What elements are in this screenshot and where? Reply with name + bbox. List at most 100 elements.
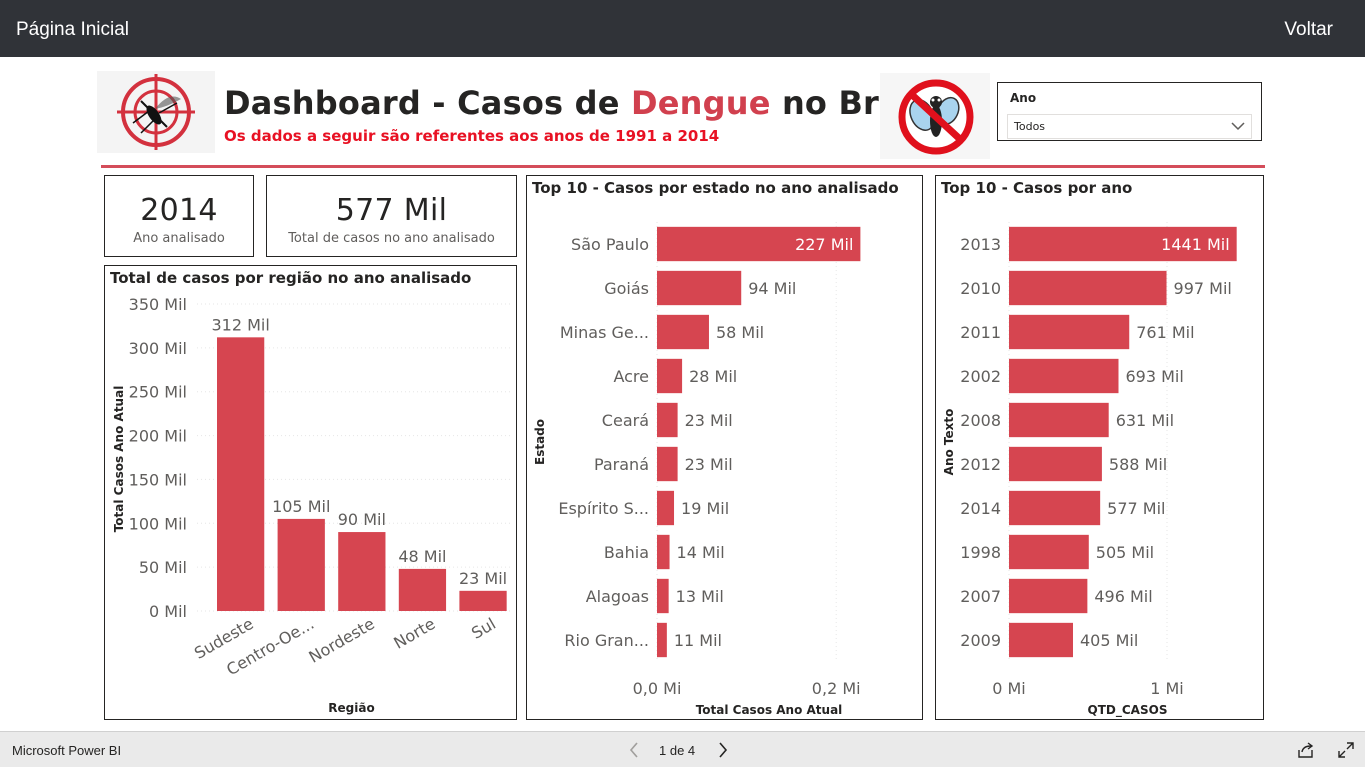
y-tick-label: 100 Mil xyxy=(129,514,187,533)
bar xyxy=(657,358,683,394)
years-chart-title: Top 10 - Casos por ano xyxy=(941,179,1133,197)
bar xyxy=(657,534,670,570)
bar xyxy=(1009,402,1109,438)
x-axis-title: Total Casos Ano Atual xyxy=(696,703,843,717)
data-label: 19 Mil xyxy=(681,499,729,518)
kpi-card-year: 2014 Ano analisado xyxy=(104,175,254,257)
top-bar: Página Inicial Voltar xyxy=(0,0,1365,57)
data-label: 631 Mil xyxy=(1116,411,1174,430)
bar xyxy=(1009,446,1102,482)
years-bar-chart: 0 Mi 1 Mi 2013 1441 Mil 2010 997 Mil 2011 761 M… xyxy=(942,222,1237,718)
y-tick-label: 150 Mil xyxy=(129,470,187,489)
bar xyxy=(1009,622,1073,658)
y-axis-title: Estado xyxy=(533,419,547,465)
data-label: 761 Mil xyxy=(1136,323,1194,342)
x-tick-label: 1 Mi xyxy=(1150,679,1184,698)
y-axis-title: Total Casos Ano Atual xyxy=(112,386,126,533)
page-subtitle: Os dados a seguir são referentes aos ano… xyxy=(224,127,720,145)
years-chart-panel: Top 10 - Casos por ano 0 Mi 1 Mi 2013 1441 … xyxy=(935,175,1264,720)
bar xyxy=(459,590,507,611)
y-tick-label: 200 Mil xyxy=(129,427,187,446)
bar xyxy=(657,490,675,526)
bar xyxy=(1009,314,1130,350)
x-tick-label: 0 Mi xyxy=(992,679,1026,698)
data-label: 227 Mil xyxy=(795,235,853,254)
header-divider xyxy=(101,165,1265,168)
data-label: 23 Mil xyxy=(685,411,733,430)
bar xyxy=(657,578,669,614)
y-tick-label: 0 Mil xyxy=(149,602,187,621)
x-axis-title: Região xyxy=(328,701,374,715)
states-chart-panel: Top 10 - Casos por estado no ano analisa… xyxy=(526,175,923,720)
category-label: 2002 xyxy=(960,367,1001,386)
data-label: 577 Mil xyxy=(1107,499,1165,518)
bar xyxy=(277,518,325,611)
category-label: 2008 xyxy=(960,411,1001,430)
data-label: 58 Mil xyxy=(716,323,764,342)
x-axis-title: QTD_CASOS xyxy=(1088,703,1168,718)
chevron-right-icon[interactable] xyxy=(717,742,729,758)
no-mosquito-icon xyxy=(880,73,990,159)
title-prefix: Dashboard - Casos de xyxy=(224,84,631,122)
bar xyxy=(1009,578,1088,614)
bar xyxy=(1009,270,1167,306)
bar xyxy=(338,532,386,611)
slicer-label: Ano xyxy=(1010,91,1037,105)
page-indicator: 1 de 4 xyxy=(659,743,696,758)
x-tick-label: Sul xyxy=(468,614,499,643)
data-label: 1441 Mil xyxy=(1161,235,1230,254)
data-label: 997 Mil xyxy=(1174,279,1232,298)
page-title: Dashboard - Casos de Dengue no Brasil xyxy=(224,84,942,122)
bar xyxy=(657,270,742,306)
bar xyxy=(398,568,447,611)
year-dropdown[interactable]: Todos xyxy=(1007,114,1252,139)
x-tick-label: 0,2 Mi xyxy=(812,679,861,698)
y-tick-label: 300 Mil xyxy=(129,339,187,358)
kpi-total-caption: Total de casos no ano analisado xyxy=(288,231,495,246)
y-tick-label: 350 Mil xyxy=(129,295,187,314)
bar xyxy=(657,226,861,262)
share-icon[interactable] xyxy=(1297,741,1315,759)
data-label: 11 Mil xyxy=(674,631,722,650)
category-label: 2007 xyxy=(960,587,1001,606)
chevron-left-icon[interactable] xyxy=(628,742,640,758)
category-label: Paraná xyxy=(594,455,649,474)
fullscreen-icon[interactable] xyxy=(1337,741,1355,759)
category-label: 2013 xyxy=(960,235,1001,254)
home-link[interactable]: Página Inicial xyxy=(16,19,130,40)
kpi-total-value: 577 Mil xyxy=(335,193,448,228)
category-label: São Paulo xyxy=(571,235,649,254)
footer-bar: Microsoft Power BI 1 de 4 xyxy=(0,731,1365,767)
category-label: Espírito S... xyxy=(558,499,649,518)
y-axis-title: Ano Texto xyxy=(942,409,956,476)
kpi-year-caption: Ano analisado xyxy=(133,231,225,246)
back-link[interactable]: Voltar xyxy=(1284,19,1333,40)
data-label: 28 Mil xyxy=(689,367,737,386)
states-chart-title: Top 10 - Casos por estado no ano analisa… xyxy=(532,179,899,197)
region-bar-chart: 0 Mil 50 Mil 100 Mil 150 Mil 200 Mil 250 Mil 3… xyxy=(112,295,510,715)
x-tick-label: 0,0 Mi xyxy=(633,679,682,698)
region-chart-title: Total de casos por região no ano analisa… xyxy=(110,269,472,287)
data-label: 13 Mil xyxy=(676,587,724,606)
category-label: 2011 xyxy=(960,323,1001,342)
category-label: Ceará xyxy=(602,411,649,430)
title-highlight: Dengue xyxy=(630,84,771,122)
powerbi-brand: Microsoft Power BI xyxy=(12,743,122,758)
kpi-card-total: 577 Mil Total de casos no ano analisado xyxy=(266,175,517,257)
bar xyxy=(1009,226,1237,262)
data-label: 90 Mil xyxy=(338,510,386,529)
chevron-down-icon xyxy=(1231,122,1245,131)
data-label: 693 Mil xyxy=(1125,367,1183,386)
category-label: 2012 xyxy=(960,455,1001,474)
category-label: 2014 xyxy=(960,499,1001,518)
data-label: 405 Mil xyxy=(1080,631,1138,650)
data-label: 94 Mil xyxy=(748,279,796,298)
x-tick-label: Norte xyxy=(390,614,438,653)
bar xyxy=(657,446,678,482)
category-label: Minas Ge... xyxy=(560,323,649,342)
mosquito-target-logo xyxy=(97,71,215,153)
category-label: 1998 xyxy=(960,543,1001,562)
data-label: 312 Mil xyxy=(211,315,269,334)
year-slicer: Ano Todos xyxy=(997,82,1262,141)
bar xyxy=(657,314,709,350)
